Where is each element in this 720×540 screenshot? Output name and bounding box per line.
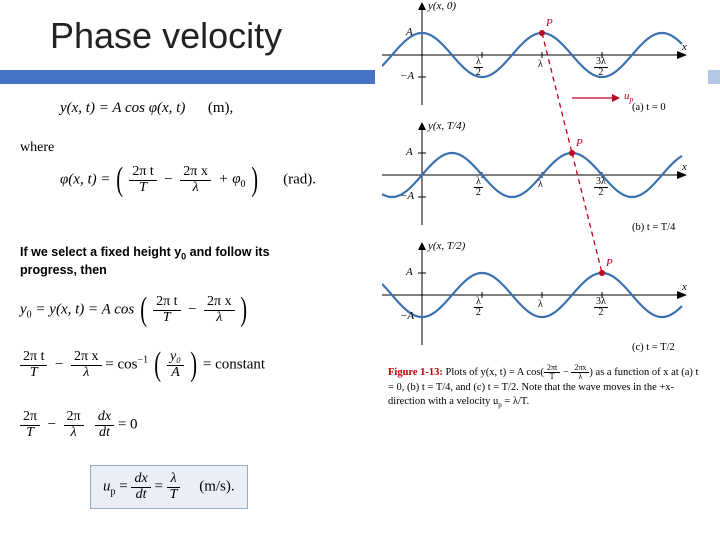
up-f1d: dt <box>136 487 147 502</box>
eq-phi-lhs: φ(x, t) = <box>60 172 111 188</box>
cap-minus: − <box>560 367 571 378</box>
figure-caption: Figure 1-13: Plots of y(x, t) = A cos(2π… <box>382 360 712 410</box>
up-f2d: T <box>170 487 178 502</box>
A-label: A <box>406 266 413 278</box>
eq-deriv: 2πT − 2πλ dxdt = 0 <box>20 410 138 440</box>
up-f2n: λ <box>171 471 177 486</box>
up-unit: (m/s). <box>199 479 234 495</box>
eq-ycos: y(x, t) = A cos φ(x, t) (m), <box>60 100 233 117</box>
c-t2n: 2π x <box>71 350 102 366</box>
phi-t3s: 0 <box>241 179 246 190</box>
c-t2d: λ <box>83 365 89 380</box>
eq-phi: φ(x, t) = ( 2π tT − 2π xλ + φ0 ) (rad). <box>60 165 316 196</box>
select-l1: If we select a fixed height y <box>20 245 181 259</box>
y0-t1d: T <box>163 310 171 325</box>
y0-t2d: λ <box>216 310 222 325</box>
up-eq1: = <box>119 479 131 495</box>
d-t2n: 2π <box>64 410 84 426</box>
d-t3n: dx <box>98 409 111 424</box>
xtick-frac: λ2 <box>474 177 483 198</box>
cap-t1: Plots of y(x, t) = A cos( <box>446 367 544 378</box>
minusA-label: −A <box>400 310 414 322</box>
select-l1b: and follow <box>186 245 251 259</box>
slide-title: Phase velocity <box>50 15 282 57</box>
y0-lhs-sub: 0 <box>27 310 32 321</box>
x-axis-label: x <box>682 41 687 53</box>
d-t1n: 2π <box>20 410 40 426</box>
up-arrow-label: up <box>624 90 634 104</box>
y0-eq: = y(x, t) = A cos <box>35 302 134 318</box>
xtick-frac: 3λ2 <box>594 177 608 198</box>
cap-f1d: T <box>544 373 560 381</box>
xtick-frac: 3λ2 <box>594 57 608 78</box>
c-mid: = cos <box>105 357 137 373</box>
phi-t1n: 2π t <box>129 165 156 181</box>
xtick-label: λ <box>538 179 543 190</box>
panel-label: (c) t = T/2 <box>632 342 712 353</box>
eq-y0: y0 = y(x, t) = A cos ( 2π tT − 2π xλ ) <box>20 295 250 326</box>
xtick-frac: 3λ2 <box>594 297 608 318</box>
phi-t2n: 2π x <box>180 165 211 181</box>
d-t1d: T <box>26 425 34 440</box>
select-text: If we select a fixed height y0 and follo… <box>20 245 280 278</box>
phi-t3: + φ <box>218 171 240 187</box>
d-t3d: dt <box>99 425 110 440</box>
figure-column: y(x, 0)xA−APλ2λ3λ2(a) t = 0y(x, T/4)xA−A… <box>382 0 712 540</box>
y0-t2n: 2π x <box>204 295 235 311</box>
xtick-label: λ <box>538 59 543 70</box>
A-label: A <box>406 26 413 38</box>
up-lhs-sub: p <box>111 487 116 498</box>
panel-label: (a) t = 0 <box>632 102 712 113</box>
y0-lhs: y <box>20 302 27 318</box>
c-t1n: 2π t <box>20 350 47 366</box>
wave-panel-2: y(x, T/2)xA−APλ2λ3λ2(c) t = T/2 <box>382 240 692 360</box>
xtick-label: λ <box>538 299 543 310</box>
y-axis-title: y(x, T/4) <box>428 120 465 132</box>
d-rhs: = 0 <box>118 417 138 433</box>
cap-f2d: λ <box>571 373 589 381</box>
up-eq2: = <box>154 479 166 495</box>
x-axis-label: x <box>682 281 687 293</box>
c-argd: A <box>171 365 180 380</box>
title-accent-bar <box>0 70 375 84</box>
minusA-label: −A <box>400 190 414 202</box>
eq-ycos-unit: (m), <box>208 100 233 116</box>
c-t1d: T <box>30 365 38 380</box>
eq-const: 2π tT − 2π xλ = cos−1 ( y₀A ) = constant <box>20 350 265 381</box>
y0-t1n: 2π t <box>153 295 180 311</box>
y-axis-title: y(x, T/2) <box>428 240 465 252</box>
where-label: where <box>20 140 54 156</box>
x-axis-label: x <box>682 161 687 173</box>
phi-unit: (rad). <box>283 172 316 188</box>
wave-panel-1: y(x, T/4)xA−APλ2λ3λ2(b) t = T/4 <box>382 120 692 240</box>
eq-ycos-text: y(x, t) = A cos φ(x, t) <box>60 100 185 116</box>
phi-t2d: λ <box>193 180 199 195</box>
up-f1n: dx <box>134 471 147 486</box>
d-t2d: λ <box>71 425 77 440</box>
phi-t1d: T <box>139 180 147 195</box>
panel-label: (b) t = T/4 <box>632 222 712 233</box>
xtick-frac: λ2 <box>474 57 483 78</box>
up-lhs: u <box>103 479 111 495</box>
c-rhs: = constant <box>203 357 265 373</box>
cap-t3: = λ/T. <box>502 396 529 407</box>
wave-panel-0: y(x, 0)xA−APλ2λ3λ2(a) t = 0 <box>382 0 692 120</box>
A-label: A <box>406 146 413 158</box>
fig-label: Figure 1-13: <box>388 367 443 378</box>
xtick-frac: λ2 <box>474 297 483 318</box>
c-sup: −1 <box>137 355 148 366</box>
eq-up-box: up = dxdt = λT (m/s). <box>90 465 248 509</box>
c-argn: y₀ <box>170 349 181 364</box>
minusA-label: −A <box>400 70 414 82</box>
y-axis-title: y(x, 0) <box>428 0 456 12</box>
